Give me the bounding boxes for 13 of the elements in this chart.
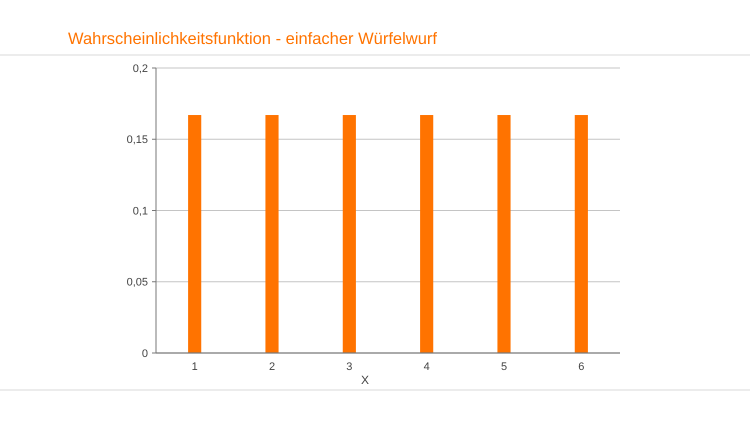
x-tick-label: 3 [346,361,352,373]
x-axis-title: X [360,373,370,387]
y-tick-label: 0,15 [126,134,148,146]
x-tick-label: 2 [268,361,276,373]
x-tick-label: 6 [578,361,584,373]
x-tick-label: 5 [500,361,508,373]
y-tick-label: 0,05 [126,276,148,289]
y-tick-label: 0,1 [132,205,148,218]
chart-title: Wahrscheinlichkeitsfunktion - einfacher Würfelwurf [68,30,438,48]
y-tick-label: 0 [142,348,148,360]
x-tick-label: 1 [192,361,198,373]
x-tick-label: 4 [424,361,430,373]
y-tick-label: 0,2 [132,62,148,75]
